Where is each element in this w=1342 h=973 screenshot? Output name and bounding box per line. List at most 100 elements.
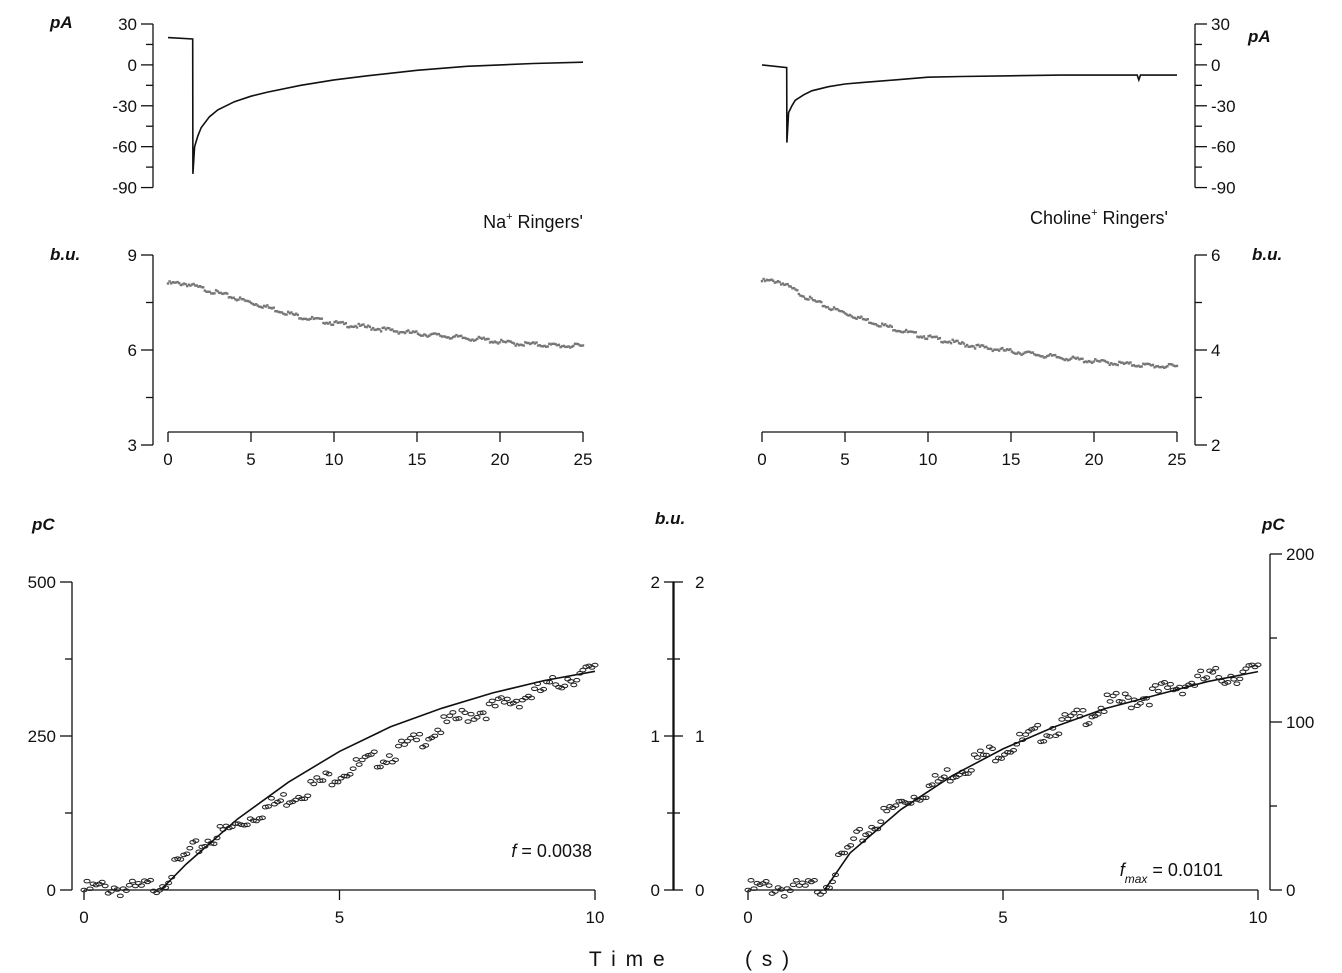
data-point: [841, 850, 849, 856]
secondary-y-tick-label: 2: [695, 573, 704, 592]
data-point: [1132, 364, 1135, 367]
data-point: [166, 282, 170, 285]
panel-fluor-choline: 6 4 2 b.u. 0 5 10 15 20 25: [757, 245, 1282, 469]
data-point: [177, 857, 185, 862]
data-point: [178, 281, 181, 285]
data-point: [771, 889, 779, 894]
data-point: [1013, 352, 1017, 355]
data-point: [1113, 362, 1116, 366]
data-point: [842, 311, 845, 314]
data-point: [864, 318, 868, 322]
data-point: [1140, 365, 1143, 368]
data-point: [919, 795, 927, 801]
x-tick-label: 0: [79, 908, 88, 927]
data-point: [395, 330, 399, 333]
data-point: [765, 883, 773, 888]
data-point: [528, 342, 532, 346]
data-point: [964, 345, 967, 348]
data-point: [820, 300, 823, 304]
secondary-y-tick-label: 0: [651, 881, 660, 900]
data-point: [850, 315, 853, 318]
data-point: [399, 331, 402, 334]
data-point: [1236, 676, 1244, 682]
data-point: [581, 344, 585, 347]
data-point: [794, 288, 797, 291]
data-point: [431, 733, 439, 739]
data-point: [174, 281, 178, 284]
data-point: [299, 317, 303, 320]
data-point: [452, 335, 455, 339]
data-point: [962, 342, 966, 345]
data-point: [363, 325, 367, 328]
data-point: [959, 342, 962, 345]
data-point: [378, 328, 381, 331]
data-point: [251, 302, 255, 306]
data-point: [1062, 357, 1065, 361]
data-point: [848, 313, 852, 317]
data-point: [450, 337, 453, 340]
data-point: [1172, 364, 1175, 367]
data-point: [221, 292, 224, 296]
data-point: [107, 889, 115, 894]
data-point: [922, 795, 930, 801]
data-point: [456, 335, 460, 338]
data-point: [823, 304, 826, 308]
y-tick-label: 0: [1211, 56, 1220, 75]
data-point: [928, 782, 936, 787]
data-point: [240, 297, 243, 301]
y-tick-label: -60: [112, 138, 137, 157]
data-point: [331, 779, 339, 785]
data-point: [1031, 351, 1034, 354]
data-point: [514, 344, 517, 347]
data-point: [976, 748, 984, 754]
data-point: [1106, 361, 1110, 364]
data-point: [876, 324, 879, 327]
data-point: [474, 338, 477, 342]
data-point: [907, 801, 915, 806]
data-point: [580, 344, 583, 347]
data-point: [887, 325, 890, 328]
data-point: [916, 335, 919, 338]
data-point: [780, 283, 783, 286]
data-point: [439, 334, 442, 337]
data-point: [506, 339, 509, 343]
data-point: [344, 322, 348, 325]
x-tick-label: 10: [1249, 908, 1268, 927]
data-point: [264, 305, 267, 308]
data-point: [401, 742, 409, 747]
data-point: [250, 301, 253, 305]
data-point: [802, 295, 805, 298]
data-point: [83, 878, 91, 884]
x-tick-label: 10: [586, 908, 605, 927]
data-point: [786, 888, 794, 894]
data-point: [283, 313, 287, 316]
data-point: [467, 711, 475, 717]
x-tick-label: 25: [574, 450, 593, 469]
data-point: [246, 299, 250, 303]
data-point: [784, 283, 788, 286]
data-point: [488, 698, 496, 704]
data-point: [488, 341, 492, 344]
data-point: [983, 346, 986, 349]
data-point: [277, 310, 280, 314]
data-point: [967, 345, 970, 348]
data-point: [948, 340, 951, 343]
fit-curve: [823, 670, 1259, 891]
data-point: [323, 322, 327, 325]
data-point: [498, 341, 501, 344]
data-point: [1116, 363, 1119, 367]
data-point: [200, 285, 203, 289]
data-point: [503, 696, 511, 702]
data-point: [970, 344, 974, 348]
data-points: [760, 277, 1179, 370]
data-point: [519, 343, 522, 346]
data-point: [573, 677, 581, 683]
data-point: [804, 297, 807, 300]
data-point: [847, 843, 855, 848]
data-point: [394, 330, 397, 333]
data-point: [381, 326, 384, 330]
data-point: [122, 888, 130, 893]
data-point: [1233, 681, 1241, 686]
data-point: [858, 316, 861, 320]
data-point: [826, 305, 829, 309]
